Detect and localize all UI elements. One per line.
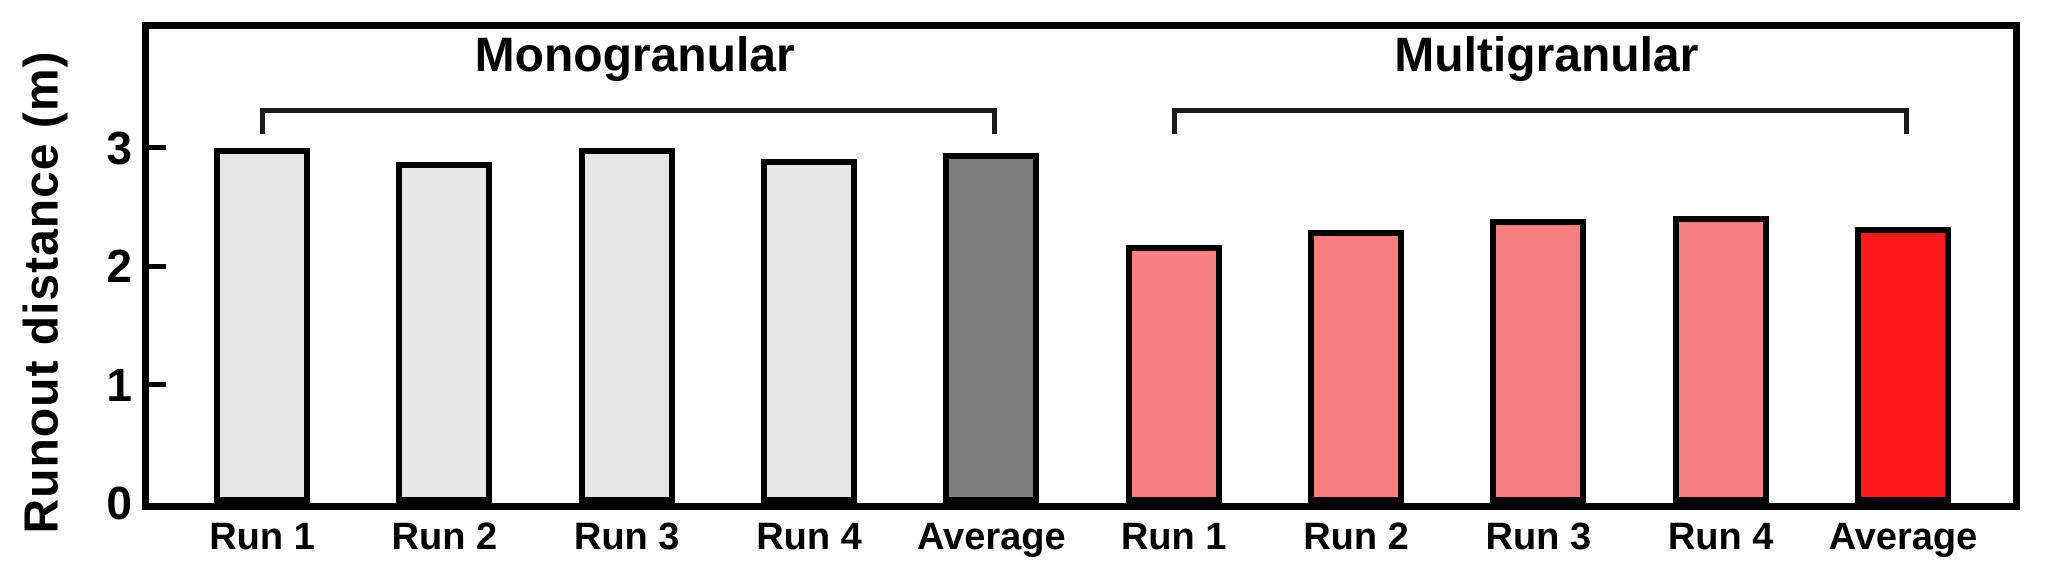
x-label-run-2: Run 2 [391, 516, 498, 558]
x-label-run-4: Run 4 [1667, 516, 1774, 558]
bar-multigranular-average [1854, 226, 1951, 503]
x-label-average: Average [1828, 516, 1978, 558]
group-bracket-multigranular [1171, 108, 1909, 134]
x-label-average: Average [917, 516, 1066, 558]
bar-monogranular-run-4 [760, 159, 857, 503]
x-label-run-3: Run 3 [1485, 516, 1592, 558]
bar-multigranular-run-2 [1307, 230, 1404, 503]
y-tick-mark-1 [149, 382, 166, 387]
bar-monogranular-average [943, 153, 1040, 503]
y-tick-label-2: 2 [106, 240, 132, 292]
y-tick-label-3: 3 [106, 121, 132, 174]
bar-monogranular-run-3 [578, 147, 675, 503]
y-tick-mark-3 [149, 145, 166, 150]
y-tick-mark-2 [149, 263, 166, 269]
y-tick-label-1: 1 [106, 358, 132, 411]
bar-multigranular-run-3 [1490, 218, 1587, 503]
x-label-run-1: Run 1 [1120, 516, 1227, 558]
bar-multigranular-run-1 [1125, 244, 1222, 503]
x-label-run-1: Run 1 [209, 516, 315, 558]
group-title-monogranular: Monogranular [474, 29, 795, 82]
x-label-run-2: Run 2 [1303, 516, 1409, 558]
x-label-run-3: Run 3 [573, 516, 680, 558]
y-tick-label-0: 0 [106, 477, 132, 529]
y-axis-title: Runout distance (m) [15, 50, 69, 534]
bar-multigranular-run-4 [1672, 216, 1769, 503]
group-title-multigranular: Multigranular [1394, 29, 1699, 82]
group-bracket-monogranular [260, 108, 998, 134]
bar-monogranular-run-2 [396, 161, 493, 503]
x-label-run-4: Run 4 [756, 516, 862, 558]
bar-monogranular-run-1 [214, 147, 310, 503]
